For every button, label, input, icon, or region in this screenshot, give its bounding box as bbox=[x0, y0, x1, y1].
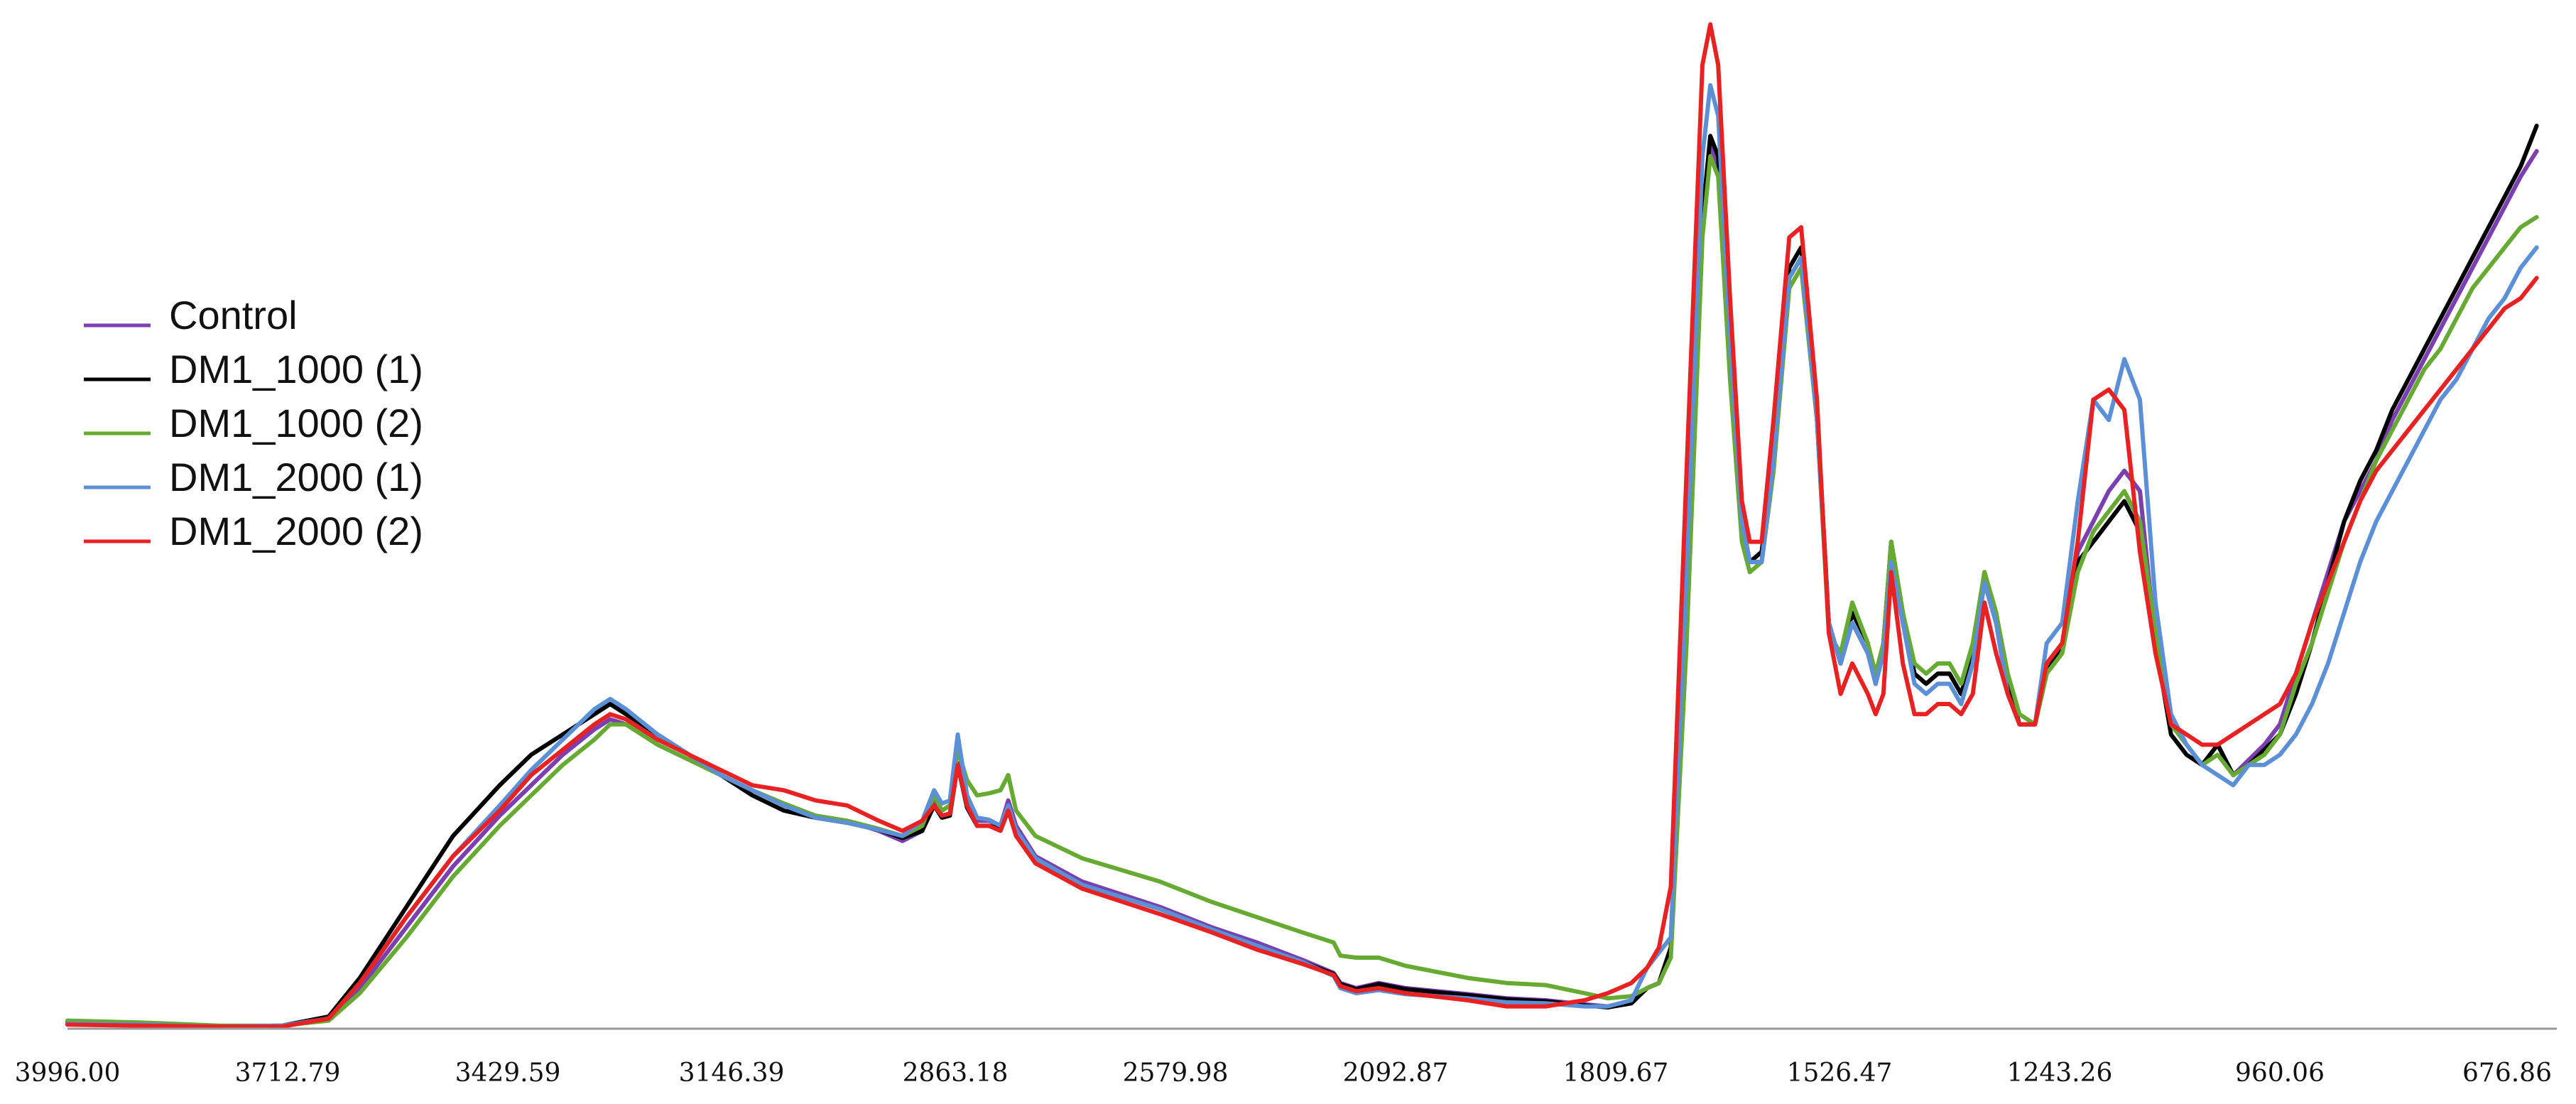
series-line-2 bbox=[65, 153, 2539, 1028]
legend: Control DM1_1000 (1) DM1_1000 (2) DM1_2000 … bbox=[84, 293, 423, 553]
legend-label: DM1_2000 (2) bbox=[169, 509, 423, 553]
legend-label: DM1_2000 (1) bbox=[169, 455, 423, 499]
x-tick-label: 1243.26 bbox=[2007, 1059, 2113, 1088]
x-tick-label: 1809.67 bbox=[1563, 1059, 1669, 1088]
legend-label: DM1_1000 (2) bbox=[169, 401, 423, 445]
x-tick-label: 3429.59 bbox=[455, 1059, 561, 1088]
series-line-4 bbox=[65, 22, 2539, 1029]
x-tick-label: 960.06 bbox=[2235, 1059, 2325, 1088]
x-tick-labels: 3996.00 3712.79 3429.59 3146.39 2863.18 2579.… bbox=[15, 1059, 2552, 1088]
x-tick-label: 1526.47 bbox=[1787, 1059, 1893, 1088]
x-tick-label: 676.86 bbox=[2462, 1059, 2552, 1088]
series-line-3 bbox=[65, 83, 2539, 1029]
series-line-1 bbox=[65, 124, 2539, 1029]
x-tick-label: 3712.79 bbox=[235, 1059, 341, 1088]
legend-label: DM1_1000 (1) bbox=[169, 347, 423, 391]
x-tick-label: 3996.00 bbox=[15, 1059, 121, 1088]
x-tick-label: 3146.39 bbox=[679, 1059, 785, 1088]
x-tick-label: 2579.98 bbox=[1123, 1059, 1229, 1088]
x-tick-label: 2863.18 bbox=[903, 1059, 1009, 1088]
x-tick-label: 2092.87 bbox=[1343, 1059, 1449, 1088]
series-layer bbox=[65, 22, 2539, 1029]
legend-label: Control bbox=[169, 293, 298, 337]
